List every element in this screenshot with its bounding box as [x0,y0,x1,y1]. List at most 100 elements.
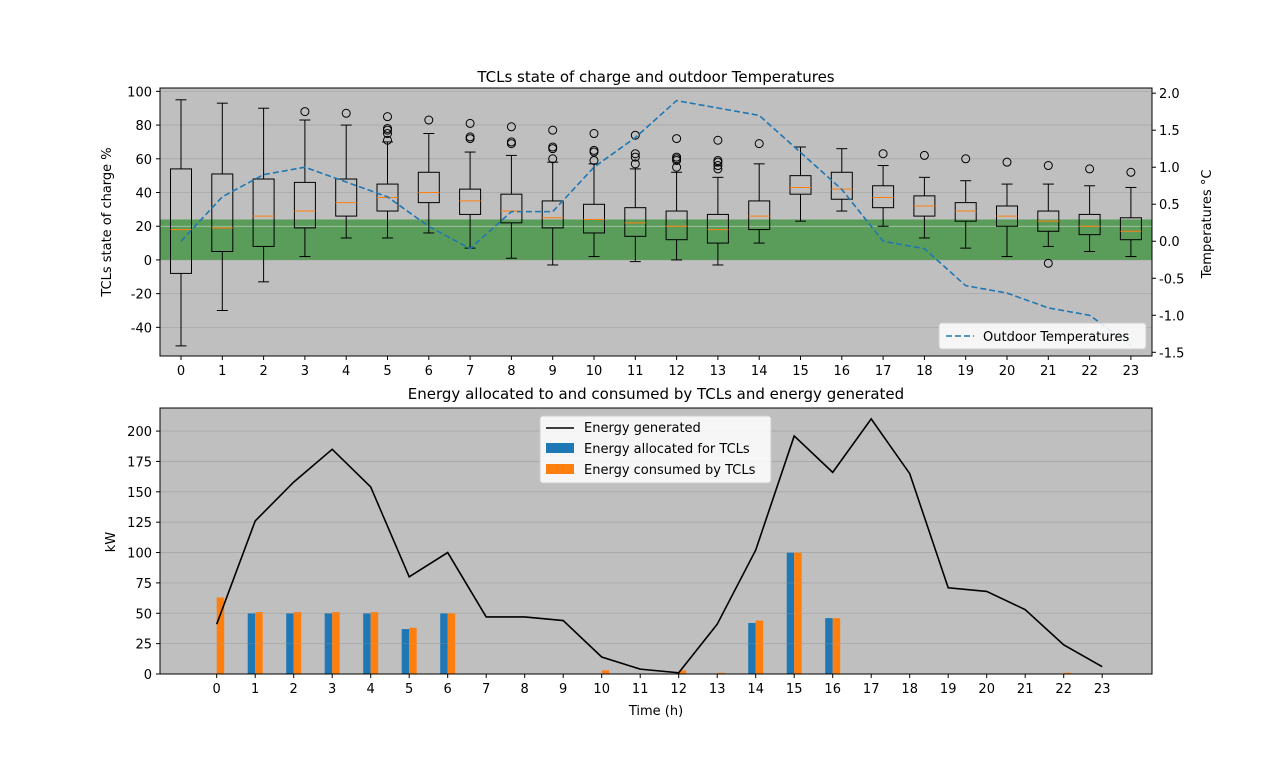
y-tick-label: 150 [127,486,152,501]
allocated-bar [440,613,448,674]
consumed-bar [447,613,456,674]
x-tick-label: 17 [863,682,880,697]
x-tick-label: 15 [786,682,803,697]
x-tick-label: 3 [328,682,336,697]
x-tick-label: 19 [957,364,974,379]
consumed-bar [370,612,379,674]
outlier-point [1043,258,1053,268]
consumed-bar [293,612,302,674]
outlier-point [341,108,351,118]
outlier-point [630,149,640,159]
x-tick-label: 4 [342,364,350,379]
allocated-bar [324,613,333,674]
x-tick-label: 22 [1081,364,1098,379]
outlier-point [506,137,516,147]
box [170,168,192,274]
comfort-band [160,219,1152,260]
y-tick-label: 125 [127,516,152,531]
x-tick-label: 7 [466,364,474,379]
x-tick-label: 13 [710,364,727,379]
x-tick-label: 20 [978,682,995,697]
energy-generated-line [215,417,1103,674]
outlier-point [548,125,558,135]
consumed-bar [601,670,610,674]
outdoor-temperature-line [180,99,1132,346]
x-tick-label: 9 [559,682,567,697]
y-tick-label: 50 [135,607,152,622]
box [706,213,729,244]
x-tick-label: 22 [1055,682,1072,697]
box [459,188,482,215]
x-tick-label: 14 [747,682,764,697]
box [624,207,647,237]
y-tick-label: 0 [144,254,152,269]
x-tick-label: 12 [670,682,687,697]
x-tick-label: 11 [632,682,649,697]
allocated-bar [247,613,256,674]
x-tick-label: 20 [999,364,1016,379]
x-tick-label: 19 [940,682,957,697]
x-tick-label: 12 [668,364,685,379]
x-tick-label: 21 [1040,364,1057,379]
y-tick-label: 75 [135,577,152,592]
y-tick-label: 100 [127,85,152,100]
outlier-point [1126,167,1136,177]
box [252,178,275,247]
x-tick-label: 8 [521,682,529,697]
outlier-point [713,155,723,165]
consumed-bar [794,552,802,674]
y-tick-label: 0 [144,668,152,683]
y2-tick-label: 1.0 [1159,161,1180,176]
outlier-point [548,154,558,164]
x-tick-label: 6 [425,364,433,379]
outlier-point [589,145,599,155]
x-tick-label: 11 [627,364,644,379]
consumed-bar [255,612,263,674]
x-tick-label: 0 [213,682,221,697]
outlier-point [383,123,392,133]
x-tick-label: 15 [792,364,809,379]
x-tick-label: 4 [367,682,375,697]
legend-swatch [546,443,574,453]
box [211,173,234,252]
x-tick-label: 21 [1017,682,1034,697]
outlier-point [961,154,971,164]
x-tick-label: 5 [405,682,413,697]
consumed-bar [755,620,764,674]
outlier-point [424,115,434,125]
x-tick-label: 1 [251,682,259,697]
y-tick-label: 200 [127,425,152,440]
allocated-bar [401,629,410,674]
x-tick-label: 0 [177,364,185,379]
outlier-point [383,135,392,145]
x-tick-label: 9 [549,364,557,379]
allocated-bar [363,613,371,674]
allocated-bar [748,622,756,674]
consumed-bar [216,597,225,674]
x-tick-label: 7 [482,682,490,697]
x-tick-label: 13 [709,682,726,697]
y-tick-label: -20 [131,288,152,303]
y2-tick-label: 0.5 [1159,198,1180,213]
box [335,178,358,217]
x-tick-label: 16 [834,364,851,379]
y-tick-label: -40 [131,321,152,336]
outlier-point [754,139,764,149]
outlier-point [465,132,475,142]
legend-top [938,322,1147,350]
box [500,193,523,224]
y2-tick-label: -1.5 [1159,346,1184,361]
y2-tick-label: 2.0 [1159,87,1180,102]
box [417,171,440,204]
outlier-point [630,159,640,169]
box [665,210,688,241]
box [541,200,564,229]
y-tick-label: 25 [135,638,152,653]
y2-tick-label: 1.5 [1159,124,1180,139]
x-tick-label: 23 [1094,682,1111,697]
outlier-point [383,112,392,122]
consumed-bar [409,627,417,674]
box [748,200,771,231]
consumed-bar [1063,672,1072,674]
y2-tick-label: -1.0 [1159,309,1184,324]
